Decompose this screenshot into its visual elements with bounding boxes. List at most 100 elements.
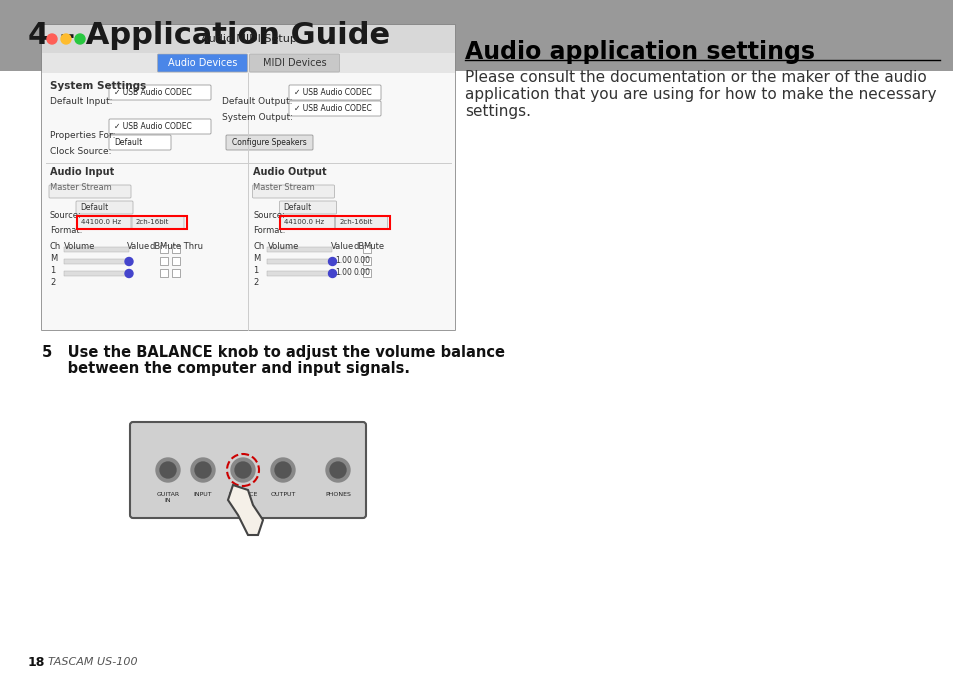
Text: Master Stream: Master Stream xyxy=(253,183,314,192)
Text: Volume: Volume xyxy=(64,242,95,251)
Text: M: M xyxy=(50,254,57,263)
Text: TASCAM US-100: TASCAM US-100 xyxy=(48,657,137,667)
Text: INPUT: INPUT xyxy=(193,492,213,497)
Text: MIDI Devices: MIDI Devices xyxy=(262,58,326,68)
Circle shape xyxy=(274,462,291,478)
FancyBboxPatch shape xyxy=(226,135,313,150)
Circle shape xyxy=(160,462,175,478)
Circle shape xyxy=(194,462,211,478)
Text: 2ch-16bit: 2ch-16bit xyxy=(339,220,373,226)
Text: Default Input:: Default Input: xyxy=(50,97,112,106)
Text: Value: Value xyxy=(330,242,354,251)
Text: Value: Value xyxy=(127,242,150,251)
Text: ✓ USB Audio CODEC: ✓ USB Audio CODEC xyxy=(113,88,192,97)
Circle shape xyxy=(326,458,350,482)
Text: 0.00: 0.00 xyxy=(354,268,370,277)
Text: 1: 1 xyxy=(253,266,258,275)
Circle shape xyxy=(125,258,132,265)
Bar xyxy=(363,257,371,265)
Text: OUTPUT: OUTPUT xyxy=(270,492,295,497)
Text: PHONES: PHONES xyxy=(325,492,351,497)
Text: Source:: Source: xyxy=(253,211,285,220)
Bar xyxy=(64,259,129,264)
Text: Clock Source:: Clock Source: xyxy=(50,147,112,156)
Circle shape xyxy=(75,34,85,44)
Text: between the computer and input signals.: between the computer and input signals. xyxy=(42,361,410,376)
Text: dB: dB xyxy=(354,242,364,251)
Bar xyxy=(77,216,187,229)
Circle shape xyxy=(191,458,214,482)
Bar xyxy=(0,0,953,71)
FancyBboxPatch shape xyxy=(289,101,380,116)
Text: settings.: settings. xyxy=(464,104,531,119)
Text: 1: 1 xyxy=(50,266,55,275)
FancyBboxPatch shape xyxy=(76,201,132,214)
Circle shape xyxy=(234,462,251,478)
Text: Ch: Ch xyxy=(50,242,61,251)
Bar xyxy=(172,257,180,265)
FancyBboxPatch shape xyxy=(250,54,339,72)
Text: Format:: Format: xyxy=(253,226,286,235)
Circle shape xyxy=(61,34,71,44)
Text: dB: dB xyxy=(150,242,161,251)
Polygon shape xyxy=(228,485,263,535)
Text: Properties For:: Properties For: xyxy=(50,131,115,140)
Text: Master Stream: Master Stream xyxy=(50,183,112,192)
Circle shape xyxy=(271,458,294,482)
Circle shape xyxy=(328,269,336,277)
Bar xyxy=(267,271,333,276)
FancyBboxPatch shape xyxy=(132,216,184,229)
FancyBboxPatch shape xyxy=(49,185,131,198)
Text: 2: 2 xyxy=(253,278,258,287)
Text: Mute: Mute xyxy=(363,242,384,251)
Circle shape xyxy=(156,458,180,482)
FancyBboxPatch shape xyxy=(253,185,335,198)
Text: Audio application settings: Audio application settings xyxy=(464,40,814,64)
FancyBboxPatch shape xyxy=(109,119,211,134)
Bar xyxy=(172,245,180,253)
Text: Please consult the documentation or the maker of the audio: Please consult the documentation or the … xyxy=(464,70,925,85)
Bar xyxy=(363,269,371,277)
FancyBboxPatch shape xyxy=(109,135,171,150)
FancyBboxPatch shape xyxy=(279,201,336,214)
Text: GUITAR
IN: GUITAR IN xyxy=(156,492,179,503)
Text: Ch: Ch xyxy=(253,242,265,251)
Text: Audio Devices: Audio Devices xyxy=(168,58,237,68)
Text: 4 – Application Guide: 4 – Application Guide xyxy=(28,21,390,50)
Bar xyxy=(160,245,168,253)
FancyBboxPatch shape xyxy=(77,216,131,229)
Text: 2ch-16bit: 2ch-16bit xyxy=(136,220,170,226)
Text: BALANCE: BALANCE xyxy=(228,492,257,497)
Text: 1.00: 1.00 xyxy=(335,256,352,265)
Text: 0.00: 0.00 xyxy=(354,256,370,265)
Text: Configure Speakers: Configure Speakers xyxy=(232,138,306,147)
Text: 44100.0 Hz: 44100.0 Hz xyxy=(81,220,121,226)
Bar xyxy=(42,73,455,330)
Text: Default: Default xyxy=(283,203,312,212)
Text: Audio Input: Audio Input xyxy=(50,167,114,177)
Text: Default: Default xyxy=(113,138,142,147)
Text: 1.00: 1.00 xyxy=(335,268,352,277)
Text: Default Output:: Default Output: xyxy=(222,97,293,106)
Text: Source:: Source: xyxy=(50,211,82,220)
Text: 2: 2 xyxy=(50,278,55,287)
Circle shape xyxy=(328,258,336,265)
Bar xyxy=(64,271,129,276)
Bar xyxy=(363,245,371,253)
Circle shape xyxy=(47,34,57,44)
Text: System Settings: System Settings xyxy=(50,81,146,91)
Bar xyxy=(172,269,180,277)
Bar xyxy=(267,247,333,252)
Text: ✓ USB Audio CODEC: ✓ USB Audio CODEC xyxy=(113,122,192,131)
Text: ✓ USB Audio CODEC: ✓ USB Audio CODEC xyxy=(294,104,372,113)
Text: System Output:: System Output: xyxy=(222,113,293,122)
FancyBboxPatch shape xyxy=(109,85,211,100)
Text: 5   Use the BALANCE knob to adjust the volume balance: 5 Use the BALANCE knob to adjust the vol… xyxy=(42,345,504,360)
FancyBboxPatch shape xyxy=(130,422,366,518)
Bar xyxy=(42,25,455,330)
Circle shape xyxy=(231,458,254,482)
Bar xyxy=(64,247,129,252)
Text: ✓ USB Audio CODEC: ✓ USB Audio CODEC xyxy=(294,88,372,97)
Bar xyxy=(160,269,168,277)
Text: Format:: Format: xyxy=(50,226,82,235)
